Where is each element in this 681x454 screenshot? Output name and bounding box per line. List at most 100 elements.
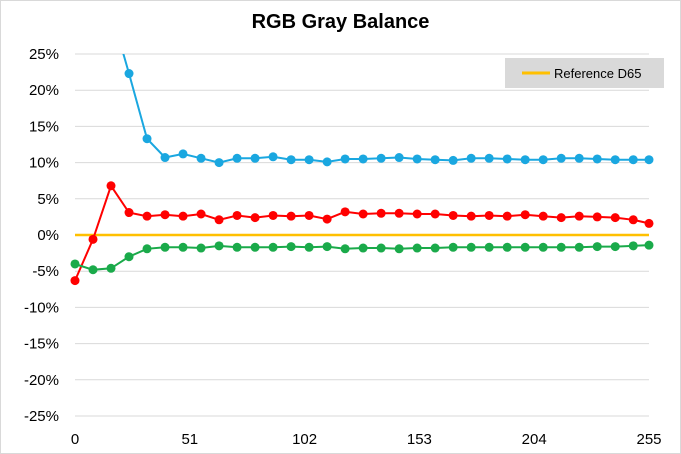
y-tick-label: -25% bbox=[24, 408, 59, 425]
data-point bbox=[556, 213, 566, 223]
data-point bbox=[196, 243, 206, 253]
data-point bbox=[538, 211, 548, 221]
data-point bbox=[466, 211, 476, 221]
data-point bbox=[268, 152, 278, 162]
y-tick-label: 10% bbox=[29, 155, 59, 172]
data-point bbox=[196, 209, 206, 219]
data-point bbox=[322, 242, 332, 252]
data-point bbox=[196, 153, 206, 163]
data-point bbox=[592, 212, 602, 222]
data-point bbox=[430, 209, 440, 219]
data-point bbox=[394, 244, 404, 254]
data-point bbox=[520, 242, 530, 252]
data-point bbox=[142, 211, 152, 221]
data-point bbox=[556, 242, 566, 252]
y-tick-label: 15% bbox=[29, 118, 59, 135]
data-point bbox=[358, 209, 368, 219]
data-point bbox=[142, 134, 152, 144]
series-line-2 bbox=[74, 183, 650, 281]
data-point bbox=[412, 209, 422, 219]
data-point bbox=[340, 244, 350, 254]
data-point bbox=[628, 155, 638, 165]
data-point bbox=[484, 153, 494, 163]
data-point bbox=[574, 211, 584, 221]
data-point bbox=[484, 210, 494, 220]
x-tick-label: 255 bbox=[636, 431, 661, 448]
data-point bbox=[610, 213, 620, 223]
data-point bbox=[358, 243, 368, 253]
data-point bbox=[322, 157, 332, 167]
data-point bbox=[466, 242, 476, 252]
data-point bbox=[124, 69, 134, 79]
data-point bbox=[304, 210, 314, 220]
data-point bbox=[250, 153, 260, 163]
data-point bbox=[628, 241, 638, 251]
data-point bbox=[250, 242, 260, 252]
data-point bbox=[70, 276, 80, 286]
data-point bbox=[286, 211, 296, 221]
data-point bbox=[520, 155, 530, 165]
data-point bbox=[286, 242, 296, 252]
data-point bbox=[574, 153, 584, 163]
y-tick-label: -10% bbox=[24, 299, 59, 316]
x-tick-label: 0 bbox=[71, 431, 79, 448]
data-point bbox=[448, 155, 458, 165]
data-point bbox=[160, 153, 170, 163]
data-point bbox=[70, 259, 80, 269]
data-point bbox=[412, 154, 422, 164]
data-point bbox=[358, 154, 368, 164]
x-tick-label: 153 bbox=[407, 431, 432, 448]
data-point bbox=[160, 242, 170, 252]
data-point bbox=[340, 154, 350, 164]
data-point bbox=[430, 155, 440, 165]
data-point bbox=[304, 242, 314, 252]
x-tick-label: 51 bbox=[181, 431, 198, 448]
data-point bbox=[592, 154, 602, 164]
y-tick-label: 25% bbox=[29, 46, 59, 63]
data-point bbox=[250, 213, 260, 223]
data-point bbox=[160, 210, 170, 220]
data-point bbox=[466, 153, 476, 163]
data-point bbox=[124, 208, 134, 218]
data-point bbox=[88, 234, 98, 244]
data-point bbox=[232, 153, 242, 163]
data-point bbox=[538, 242, 548, 252]
data-point bbox=[376, 208, 386, 218]
x-tick-label: 102 bbox=[292, 431, 317, 448]
y-tick-label: -15% bbox=[24, 336, 59, 353]
data-point bbox=[448, 210, 458, 220]
data-point bbox=[304, 155, 314, 165]
data-point bbox=[178, 149, 188, 159]
data-point bbox=[394, 153, 404, 163]
y-tick-label: 20% bbox=[29, 82, 59, 99]
y-tick-label: 5% bbox=[37, 191, 59, 208]
data-point bbox=[644, 240, 654, 250]
data-point bbox=[322, 214, 332, 224]
data-point bbox=[502, 154, 512, 164]
data-point bbox=[556, 153, 566, 163]
data-point bbox=[376, 153, 386, 163]
data-point bbox=[502, 242, 512, 252]
data-point bbox=[214, 215, 224, 225]
data-point bbox=[448, 242, 458, 252]
data-point bbox=[592, 242, 602, 252]
data-point bbox=[88, 265, 98, 275]
y-tick-label: -5% bbox=[32, 263, 59, 280]
data-point bbox=[340, 207, 350, 217]
data-point bbox=[520, 210, 530, 220]
data-point bbox=[142, 244, 152, 254]
data-point bbox=[214, 158, 224, 168]
data-point bbox=[502, 211, 512, 221]
data-point bbox=[232, 210, 242, 220]
data-point bbox=[124, 252, 134, 262]
data-point bbox=[574, 242, 584, 252]
data-point bbox=[214, 241, 224, 251]
data-point bbox=[628, 215, 638, 225]
legend-label: Reference D65 bbox=[554, 66, 641, 81]
data-point bbox=[286, 155, 296, 165]
data-point bbox=[268, 210, 278, 220]
data-point bbox=[178, 211, 188, 221]
chart-title: RGB Gray Balance bbox=[251, 11, 430, 33]
